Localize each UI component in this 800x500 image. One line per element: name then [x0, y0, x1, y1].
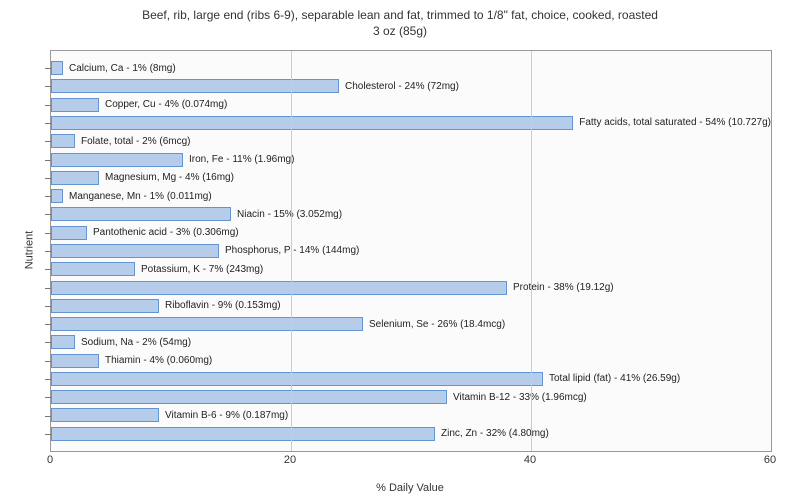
- bar-label: Sodium, Na - 2% (54mg): [81, 337, 191, 348]
- bar-row: Copper, Cu - 4% (0.074mg): [51, 96, 771, 114]
- grid-line: [291, 51, 292, 451]
- bar-label: Riboflavin - 9% (0.153mg): [165, 300, 281, 311]
- bar-row: Magnesium, Mg - 4% (16mg): [51, 169, 771, 187]
- y-tick: [45, 123, 51, 124]
- bar-label: Phosphorus, P - 14% (144mg): [225, 245, 359, 256]
- nutrient-bar: [51, 317, 363, 331]
- nutrient-bar: [51, 61, 63, 75]
- y-tick: [45, 178, 51, 179]
- nutrient-bar: [51, 262, 135, 276]
- nutrient-bar: [51, 390, 447, 404]
- bar-row: Vitamin B-12 - 33% (1.96mcg): [51, 388, 771, 406]
- nutrient-bar: [51, 408, 159, 422]
- chart-plot-area: Calcium, Ca - 1% (8mg) Cholesterol - 24% …: [50, 50, 772, 452]
- grid-line: [531, 51, 532, 451]
- bar-label: Manganese, Mn - 1% (0.011mg): [69, 191, 212, 202]
- bar-label: Potassium, K - 7% (243mg): [141, 264, 263, 275]
- nutrient-bar: [51, 98, 99, 112]
- nutrient-bar: [51, 354, 99, 368]
- bar-label: Magnesium, Mg - 4% (16mg): [105, 172, 234, 183]
- bar-row: Potassium, K - 7% (243mg): [51, 260, 771, 278]
- bar-label: Niacin - 15% (3.052mg): [237, 209, 342, 220]
- bar-label: Protein - 38% (19.12g): [513, 282, 614, 293]
- y-tick: [45, 105, 51, 106]
- bar-label: Calcium, Ca - 1% (8mg): [69, 63, 176, 74]
- y-tick: [45, 160, 51, 161]
- bar-row: Sodium, Na - 2% (54mg): [51, 333, 771, 351]
- bar-row: Thiamin - 4% (0.060mg): [51, 352, 771, 370]
- y-tick: [45, 288, 51, 289]
- nutrient-bar: [51, 335, 75, 349]
- bar-row: Protein - 38% (19.12g): [51, 278, 771, 296]
- nutrient-bar: [51, 427, 435, 441]
- nutrient-bar: [51, 189, 63, 203]
- bar-label: Selenium, Se - 26% (18.4mcg): [369, 319, 505, 330]
- title-line-1: Beef, rib, large end (ribs 6-9), separab…: [20, 8, 780, 24]
- x-tick-label: 40: [524, 454, 536, 466]
- nutrient-bar: [51, 116, 573, 130]
- bar-row: Manganese, Mn - 1% (0.011mg): [51, 187, 771, 205]
- y-tick: [45, 269, 51, 270]
- nutrient-bar: [51, 281, 507, 295]
- bar-row: Total lipid (fat) - 41% (26.59g): [51, 370, 771, 388]
- bar-row: Zinc, Zn - 32% (4.80mg): [51, 425, 771, 443]
- y-tick: [45, 233, 51, 234]
- bar-row: Riboflavin - 9% (0.153mg): [51, 297, 771, 315]
- y-tick: [45, 68, 51, 69]
- y-tick: [45, 434, 51, 435]
- bar-label: Vitamin B-12 - 33% (1.96mcg): [453, 392, 587, 403]
- bar-row: Cholesterol - 24% (72mg): [51, 77, 771, 95]
- x-tick-label: 20: [284, 454, 296, 466]
- bar-row: Selenium, Se - 26% (18.4mcg): [51, 315, 771, 333]
- bar-label: Zinc, Zn - 32% (4.80mg): [441, 428, 549, 439]
- nutrient-bar: [51, 153, 183, 167]
- bar-row: Iron, Fe - 11% (1.96mg): [51, 150, 771, 168]
- y-tick: [45, 416, 51, 417]
- bar-row: Folate, total - 2% (6mcg): [51, 132, 771, 150]
- nutrient-bar: [51, 134, 75, 148]
- bar-row: Phosphorus, P - 14% (144mg): [51, 242, 771, 260]
- y-tick: [45, 86, 51, 87]
- bar-label: Pantothenic acid - 3% (0.306mg): [93, 227, 239, 238]
- bar-label: Iron, Fe - 11% (1.96mg): [189, 154, 294, 165]
- y-tick: [45, 196, 51, 197]
- bar-label: Cholesterol - 24% (72mg): [345, 81, 459, 92]
- bar-label: Vitamin B-6 - 9% (0.187mg): [165, 410, 288, 421]
- bar-row: Fatty acids, total saturated - 54% (10.7…: [51, 114, 771, 132]
- y-tick: [45, 324, 51, 325]
- y-tick: [45, 361, 51, 362]
- bars-container: Calcium, Ca - 1% (8mg) Cholesterol - 24% …: [51, 59, 771, 443]
- y-tick: [45, 141, 51, 142]
- y-tick: [45, 251, 51, 252]
- nutrient-bar: [51, 226, 87, 240]
- bar-row: Niacin - 15% (3.052mg): [51, 205, 771, 223]
- bar-label: Thiamin - 4% (0.060mg): [105, 355, 212, 366]
- bar-label: Total lipid (fat) - 41% (26.59g): [549, 373, 680, 384]
- bar-row: Pantothenic acid - 3% (0.306mg): [51, 224, 771, 242]
- nutrient-bar: [51, 372, 543, 386]
- bar-row: Vitamin B-6 - 9% (0.187mg): [51, 406, 771, 424]
- nutrient-bar: [51, 207, 231, 221]
- y-axis-label: Nutrient: [23, 231, 35, 270]
- bar-label: Fatty acids, total saturated - 54% (10.7…: [579, 117, 771, 128]
- nutrient-bar: [51, 299, 159, 313]
- x-axis-label: % Daily Value: [50, 482, 770, 494]
- y-tick: [45, 397, 51, 398]
- y-tick: [45, 306, 51, 307]
- nutrient-bar: [51, 79, 339, 93]
- y-tick: [45, 342, 51, 343]
- bar-row: Calcium, Ca - 1% (8mg): [51, 59, 771, 77]
- chart-title: Beef, rib, large end (ribs 6-9), separab…: [0, 0, 800, 39]
- nutrient-bar: [51, 244, 219, 258]
- title-line-2: 3 oz (85g): [20, 24, 780, 40]
- x-tick-label: 0: [47, 454, 53, 466]
- y-tick: [45, 214, 51, 215]
- y-tick: [45, 379, 51, 380]
- bar-label: Copper, Cu - 4% (0.074mg): [105, 99, 227, 110]
- x-tick-label: 60: [764, 454, 776, 466]
- bar-label: Folate, total - 2% (6mcg): [81, 136, 190, 147]
- nutrient-bar: [51, 171, 99, 185]
